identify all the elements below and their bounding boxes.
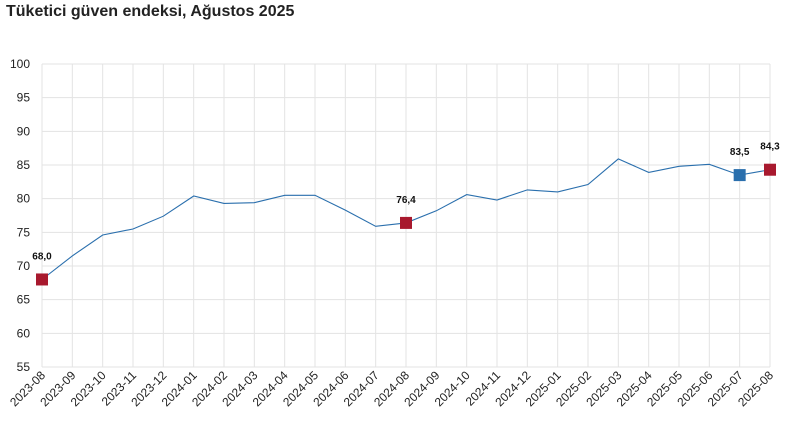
y-tick-label: 75	[17, 225, 31, 239]
y-tick-label: 100	[10, 57, 30, 71]
highlight-marker	[733, 169, 746, 182]
highlight-marker	[400, 216, 412, 229]
highlight-marker	[764, 163, 776, 176]
data-label: 68,0	[32, 251, 52, 262]
highlight-marker	[36, 273, 48, 286]
data-label: 76,4	[396, 195, 416, 206]
y-tick-label: 65	[17, 293, 31, 307]
y-tick-label: 80	[17, 192, 31, 206]
data-label: 84,3	[760, 142, 780, 153]
data-label: 83,5	[730, 147, 750, 158]
y-tick-label: 55	[17, 360, 31, 374]
y-tick-label: 70	[17, 259, 31, 273]
y-tick-label: 85	[17, 158, 31, 172]
y-tick-label: 90	[17, 124, 31, 138]
y-tick-label: 95	[17, 91, 31, 105]
y-tick-label: 60	[17, 326, 31, 340]
chart-title: Tüketici güven endeksi, Ağustos 2025	[6, 3, 295, 20]
